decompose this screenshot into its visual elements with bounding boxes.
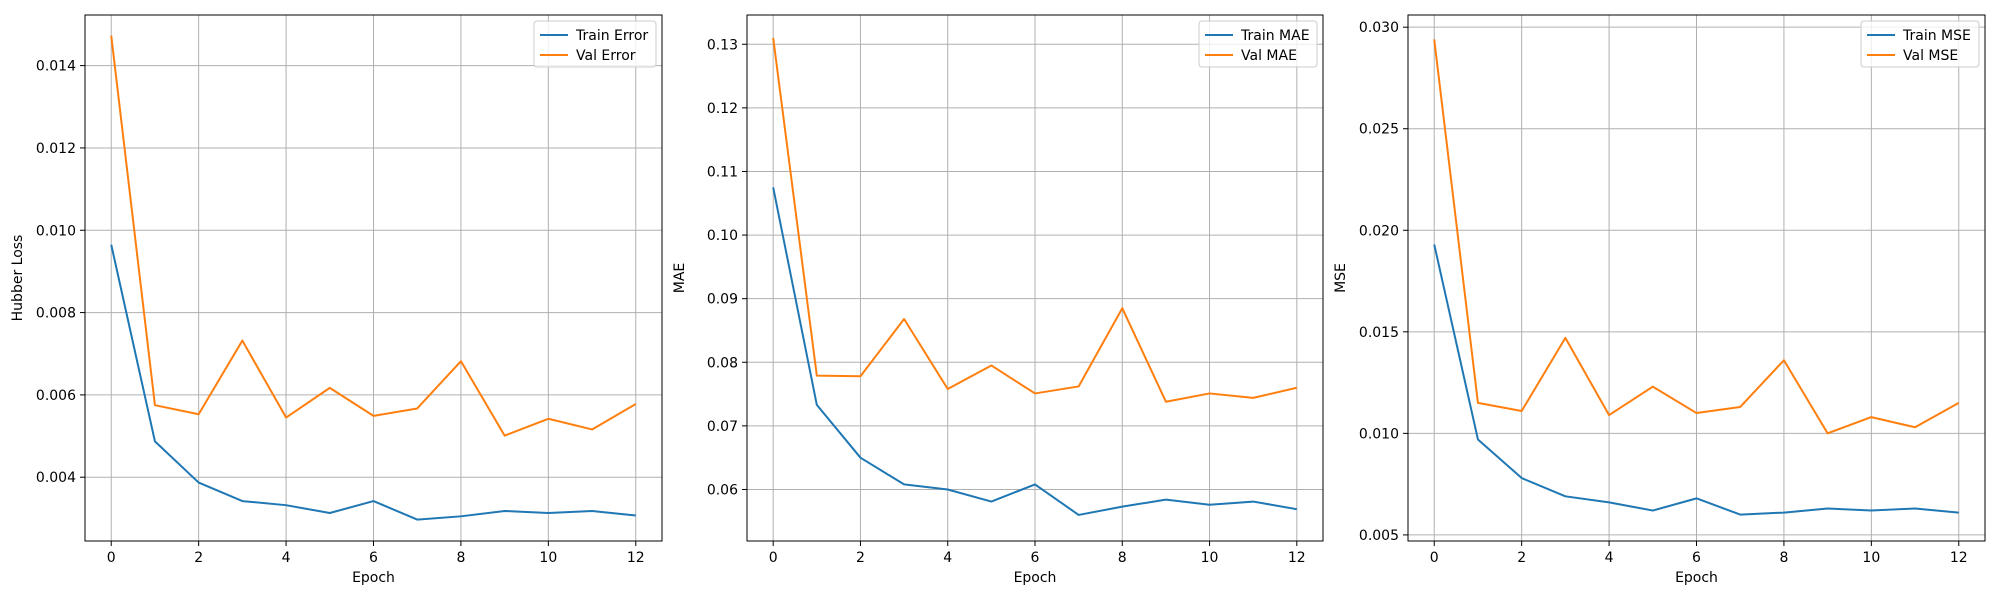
x-tick-label: 6 [1031,550,1040,566]
x-tick-label: 12 [627,550,645,566]
legend: Train Error Val Error [533,20,657,68]
series-line-train [110,244,636,521]
x-tick-label: 8 [456,550,465,566]
y-tick-label: 0.08 [707,355,738,371]
y-tick-label: 0.025 [1359,122,1399,138]
series-line-val [772,37,1298,403]
chart-panel-2: 0 2 4 6 8 10 12 0.06 0.07 0.08 0.09 0.10 0.11 0.12 0.1… [672,14,1324,586]
y-tick-label: 0.014 [36,59,76,75]
x-tick-label: 4 [1605,550,1614,566]
x-tick-label: 2 [1517,550,1526,566]
y-tick-label: 0.005 [1359,528,1399,544]
y-tick-label: 0.004 [36,470,76,486]
legend-label-train: Train MSE [1902,28,1971,44]
x-axis-label: Epoch [1014,570,1057,586]
x-tick-label: 0 [107,550,116,566]
x-tick-label: 12 [1288,550,1306,566]
x-axis-label: Epoch [1675,570,1718,586]
y-tick-label: 0.010 [36,223,76,239]
y-tick-label: 0.11 [707,164,738,180]
series-line-train [772,187,1297,516]
y-axis-label: MSE [1333,263,1349,293]
x-tick-label: 6 [1692,550,1701,566]
x-tick-label: 8 [1118,550,1127,566]
legend-label-val: Val MSE [1903,48,1958,64]
y-axis-label: MAE [672,263,688,294]
series-line-val [1433,39,1960,435]
x-tick-label: 2 [856,550,865,566]
y-tick-label: 0.06 [707,482,738,498]
x-tick-label: 4 [282,550,291,566]
x-tick-label: 0 [1430,550,1439,566]
y-tick-label: 0.12 [707,101,738,117]
legend-label-train: Train MAE [1240,28,1310,44]
y-tick-label: 0.020 [1359,223,1399,239]
x-tick-label: 0 [769,550,778,566]
x-tick-label: 10 [1201,550,1219,566]
y-tick-label: 0.006 [36,388,76,404]
y-axis-label: Hubber Loss [10,235,26,322]
legend-label-val: Val MAE [1241,48,1297,64]
x-tick-label: 10 [539,550,557,566]
legend-label-train: Train Error [575,28,648,44]
chart-panel-1: 0 2 4 6 8 10 12 0.004 0.006 0.008 0.010 0.012 0.014 E… [10,14,663,586]
legend: Train MSE Val MSE [1860,20,1980,68]
x-tick-label: 6 [369,550,378,566]
legend-label-val: Val Error [576,48,636,64]
y-tick-label: 0.015 [1359,325,1399,341]
y-tick-label: 0.07 [707,419,738,435]
y-tick-label: 0.008 [36,306,76,322]
x-tick-label: 4 [943,550,952,566]
x-tick-label: 10 [1862,550,1880,566]
legend: Train MAE Val MAE [1198,20,1318,68]
y-tick-label: 0.030 [1359,20,1399,36]
x-axis-label: Epoch [352,570,395,586]
y-tick-label: 0.09 [707,292,738,308]
series-line-train [1433,244,1959,516]
y-tick-label: 0.010 [1359,426,1399,442]
chart-panel-3: 0 2 4 6 8 10 12 0.005 0.010 0.015 0.020 0.025 0.030 E… [1333,14,1986,586]
x-tick-label: 2 [194,550,203,566]
y-tick-label: 0.10 [707,228,738,244]
y-tick-label: 0.13 [707,37,738,53]
y-tick-label: 0.012 [36,141,76,157]
x-tick-label: 12 [1950,550,1968,566]
x-tick-label: 8 [1779,550,1788,566]
series-line-val [110,35,637,437]
